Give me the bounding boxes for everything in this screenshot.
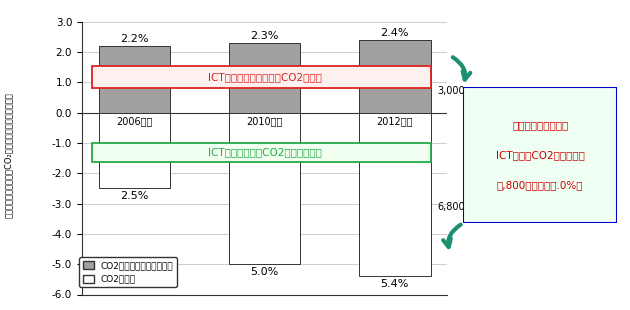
FancyBboxPatch shape	[92, 66, 431, 88]
Text: 2.3%: 2.3%	[250, 31, 279, 41]
Text: 2012年度: 2012年度	[377, 116, 413, 126]
Bar	[229, 43, 301, 113]
Bar	[98, 113, 170, 188]
Text: 6,800万トン: 6,800万トン	[437, 202, 483, 212]
FancyBboxPatch shape	[463, 87, 617, 223]
Bar	[359, 113, 431, 276]
Bar	[98, 46, 170, 113]
Text: 2.2%: 2.2%	[120, 34, 149, 44]
Text: 2.4%: 2.4%	[381, 28, 409, 38]
Bar	[229, 113, 301, 264]
Text: 2010年度: 2010年度	[246, 116, 283, 126]
Text: １９９０年度の日本のCO₂排出量に対する割合（％）: １９９０年度の日本のCO₂排出量に対する割合（％）	[4, 92, 13, 218]
Bar	[359, 40, 431, 113]
FancyBboxPatch shape	[92, 143, 431, 162]
Text: 差し引きトータルの: 差し引きトータルの	[512, 120, 568, 130]
Text: 3,000万トン: 3,000万トン	[437, 85, 483, 95]
Text: 5.0%: 5.0%	[251, 267, 278, 277]
Text: 2006年度: 2006年度	[116, 116, 152, 126]
Text: ICT利活用によるCO2排出削減効果: ICT利活用によるCO2排出削減効果	[208, 148, 321, 158]
Text: 5.4%: 5.4%	[381, 279, 409, 289]
Text: 2.5%: 2.5%	[120, 192, 149, 202]
Text: ICTによるCO2排出削減量: ICTによるCO2排出削減量	[496, 150, 585, 160]
Text: ３,800万トン（３.0%）: ３,800万トン（３.0%）	[497, 180, 583, 190]
Text: ICT機器等の使用によるCO2排出量: ICT機器等の使用によるCO2排出量	[208, 72, 321, 82]
Legend: CO2排出量（放送＋通信）, CO2削減量: CO2排出量（放送＋通信）, CO2削減量	[79, 257, 177, 287]
